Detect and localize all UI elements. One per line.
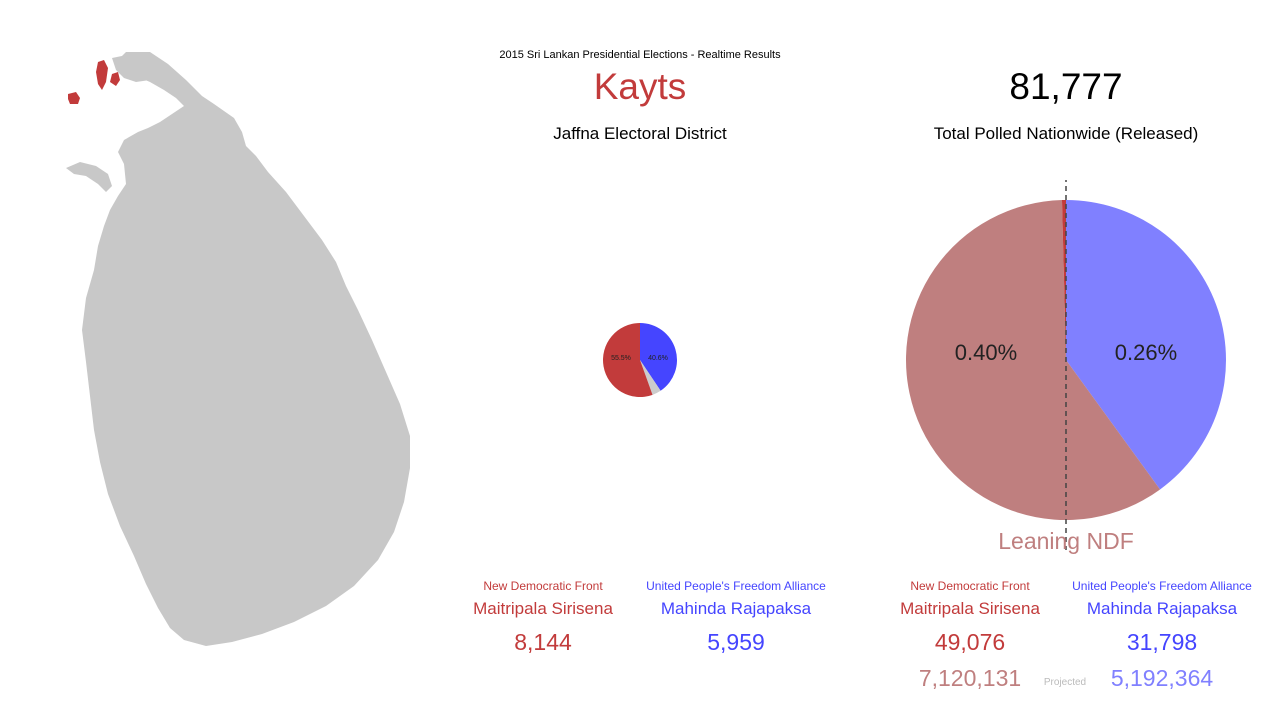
local-upfa-votes: 5,959 (707, 629, 765, 655)
map-highlight-kayts-islet (110, 72, 120, 86)
map-highlight-kayts (96, 60, 108, 90)
page-title: 2015 Sri Lankan Presidential Elections -… (499, 49, 781, 61)
pie-slice-upfa (1066, 200, 1226, 490)
national-upfa-votes: 31,798 (1126, 629, 1198, 655)
pie-slice-upfa (640, 323, 677, 391)
local-upfa-candidate: Mahinda Rajapaksa (660, 599, 812, 618)
district-pie-chart: 55.5% 40.6% (603, 323, 677, 397)
sri-lanka-map (66, 52, 410, 646)
national-ndf-votes: 49,076 (934, 629, 1006, 655)
local-ndf-candidate: Maitripala Sirisena (473, 599, 613, 618)
national-ndf-projected: 7,120,131 (918, 665, 1022, 691)
national-upfa-projected: 5,192,364 (1110, 665, 1214, 691)
map-jaffna-peninsula (112, 54, 158, 82)
pie-slice-ndf (603, 323, 653, 397)
pie-slice-other (640, 360, 661, 395)
pie-label-ndf: 0.40% (955, 340, 1017, 365)
pie-slice-ndf (906, 200, 1161, 520)
local-upfa-party: United People's Freedom Alliance (646, 579, 826, 593)
national-upfa-candidate: Mahinda Rajapaksa (1086, 599, 1238, 618)
district-subtitle: Jaffna Electoral District (553, 124, 727, 143)
district-name: Kayts (593, 66, 687, 107)
map-mainland (82, 52, 410, 646)
map-highlight-kayts-islet (68, 92, 80, 104)
local-ndf-votes: 8,144 (514, 629, 572, 655)
national-ndf-candidate: Maitripala Sirisena (900, 599, 1040, 618)
total-polled-subtitle: Total Polled Nationwide (Released) (933, 124, 1199, 143)
projected-label: Projected (1043, 677, 1087, 688)
pie-label-upfa: 40.6% (648, 355, 668, 362)
pie-slice-other (1061, 200, 1066, 360)
national-ndf-party: New Democratic Front (910, 579, 1030, 593)
leaning-label: Leaning NDF (998, 528, 1134, 554)
pie-label-upfa: 0.26% (1115, 340, 1177, 365)
map-mannar-island (66, 162, 112, 192)
national-pie-chart: 0.40% 0.26% (906, 180, 1226, 550)
pie-label-ndf: 55.5% (611, 355, 631, 362)
national-upfa-party: United People's Freedom Alliance (1072, 579, 1252, 593)
total-polled-value: 81,777 (1009, 66, 1123, 107)
local-ndf-party: New Democratic Front (483, 579, 603, 593)
